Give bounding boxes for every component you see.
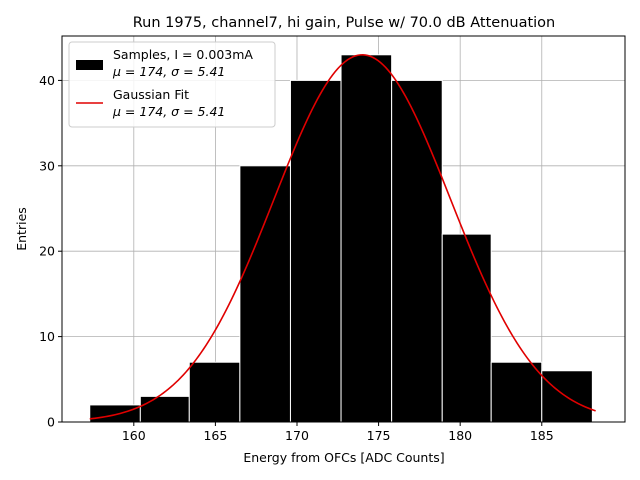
histogram-bar-0: [89, 404, 141, 423]
gaussian-fit-curve: [89, 53, 596, 420]
histogram-bar-4: [289, 79, 342, 423]
y-tick-label: 40: [39, 73, 55, 88]
x-axis-label: Energy from OFCs [ADC Counts]: [243, 450, 444, 465]
legend-label-samples: Samples, I = 0.003mA: [113, 47, 253, 62]
legend: Samples, I = 0.003mA μ = 174, σ = 5.41 G…: [68, 41, 276, 128]
y-tick-label: 10: [39, 329, 55, 344]
x-tick-label: 180: [448, 428, 472, 443]
y-axis-ticks: 0 10 20 30 40: [39, 73, 62, 430]
histogram-bar-7: [441, 233, 492, 423]
histogram-bar-6: [391, 79, 443, 423]
x-tick-label: 185: [530, 428, 554, 443]
y-tick-label: 20: [39, 244, 55, 259]
x-axis-ticks: 160 165 170 175 180 185: [122, 422, 554, 443]
x-tick-label: 160: [122, 428, 146, 443]
y-tick-label: 0: [47, 415, 55, 430]
histogram-bar-8: [490, 361, 543, 423]
x-tick-label: 175: [367, 428, 391, 443]
y-tick-label: 30: [39, 158, 55, 173]
histogram-bar-3: [239, 165, 291, 423]
legend-stats-fit: μ = 174, σ = 5.41: [112, 104, 225, 119]
legend-box: [68, 41, 276, 128]
y-axis-label: Entries: [14, 207, 29, 251]
histogram-bar-2: [188, 361, 241, 423]
histogram-bar-5: [340, 54, 393, 423]
legend-swatch-samples: [76, 60, 103, 70]
legend-stats-samples: μ = 174, σ = 5.41: [112, 64, 225, 79]
x-tick-label: 170: [285, 428, 309, 443]
x-tick-label: 165: [203, 428, 227, 443]
histogram-bar-1: [139, 395, 190, 423]
chart-title: Run 1975, channel7, hi gain, Pulse w/ 70…: [133, 15, 556, 31]
plot-frame: [61, 35, 626, 423]
legend-label-fit: Gaussian Fit: [113, 87, 189, 102]
